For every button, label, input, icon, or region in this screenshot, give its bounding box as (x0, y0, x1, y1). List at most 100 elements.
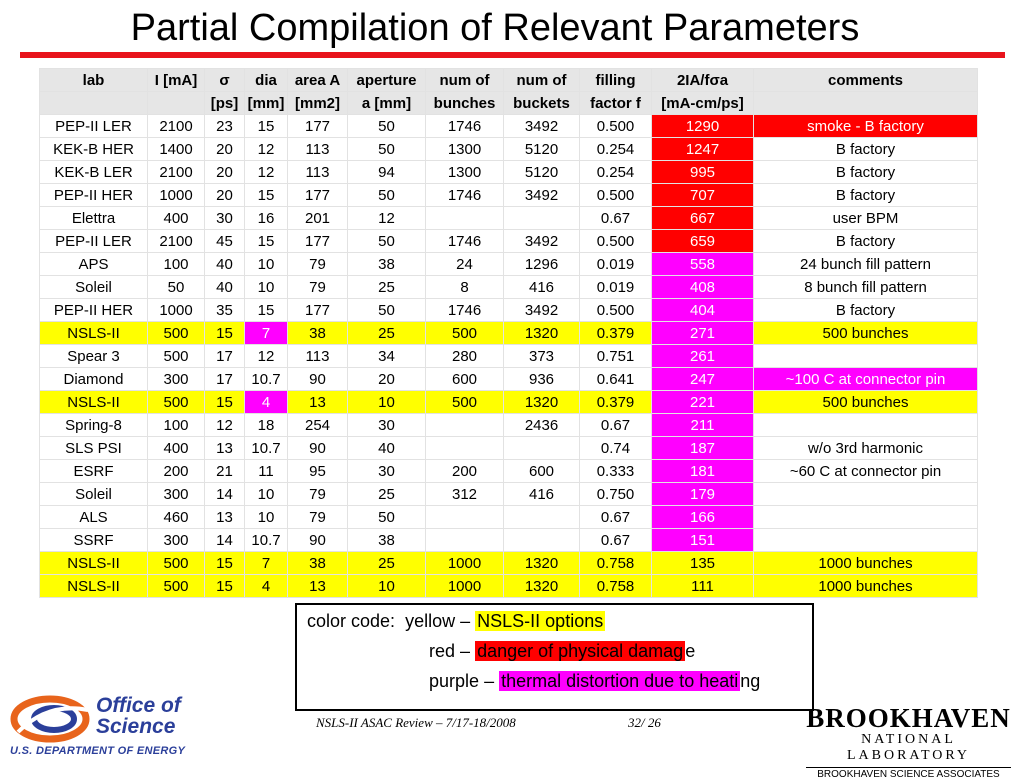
table-cell: 10 (244, 505, 288, 529)
table-cell: 1000 (425, 551, 504, 575)
table-row: NSLS-II 500 15 4 13 10 1000 1320 0.758 111 1000 bu… (39, 574, 978, 598)
table-cell: 600 (503, 459, 580, 483)
table-cell: B factory (753, 137, 978, 161)
table-cell: 1300 (425, 160, 504, 184)
table-row: NSLS-II 500 15 4 13 10 500 1320 0.379 221 500 bunc… (39, 390, 978, 414)
table-cell: 201 (287, 206, 348, 230)
table-cell: 90 (287, 528, 348, 552)
table-cell: 24 bunch fill pattern (753, 252, 978, 276)
table-cell: ESRF (39, 459, 148, 483)
table-cell: 10 (347, 390, 426, 414)
table-cell: 50 (147, 275, 205, 299)
legend-line-purple: purple – thermal distortion due to heati… (429, 666, 760, 696)
table-cell: 10 (244, 275, 288, 299)
table-cell: 12 (347, 206, 426, 230)
table-row: Spring-8 100 12 18 254 30 2436 0.67 211 (39, 413, 978, 437)
table-cell: 500 (147, 551, 205, 575)
table-cell (503, 436, 580, 460)
header-row-2: [ps] [mm] [mm2] a [mm] bunches buckets factor … (39, 91, 978, 115)
table-row: KEK-B LER 2100 20 12 113 94 1300 5120 0.254 995 B … (39, 160, 978, 184)
header-unit-cell: [mm] (244, 91, 288, 115)
table-cell: 40 (204, 275, 245, 299)
table-cell: 0.500 (579, 298, 652, 322)
table-cell: 18 (244, 413, 288, 437)
table-cell: SSRF (39, 528, 148, 552)
legend-key-red: red (429, 641, 456, 661)
title-rule (20, 52, 1005, 58)
table-cell: 95 (287, 459, 348, 483)
table-cell: 1746 (425, 114, 504, 138)
table-cell: 3492 (503, 298, 580, 322)
table-cell: 500 (425, 321, 504, 345)
table-cell: 177 (287, 298, 348, 322)
header-unit-cell (147, 91, 205, 115)
table-cell: 0.379 (579, 321, 652, 345)
table-cell: SLS PSI (39, 436, 148, 460)
doe-subtitle: U.S. DEPARTMENT OF ENERGY (10, 745, 186, 757)
table-cell: 15 (204, 574, 245, 598)
table-cell: Soleil (39, 275, 148, 299)
color-code-legend: color code: yellow – NSLS-II options red… (295, 603, 814, 711)
table-cell: 300 (147, 482, 205, 506)
header-cell: comments (753, 68, 978, 92)
table-cell: 400 (147, 206, 205, 230)
table-cell: B factory (753, 183, 978, 207)
table-cell: 254 (287, 413, 348, 437)
table-cell: 995 (651, 160, 754, 184)
table-cell: 15 (244, 114, 288, 138)
table-cell: 300 (147, 367, 205, 391)
table-cell: B factory (753, 160, 978, 184)
table-cell: 0.758 (579, 551, 652, 575)
table-cell: 10 (244, 482, 288, 506)
table-cell: 79 (287, 252, 348, 276)
table-cell: 10.7 (244, 436, 288, 460)
table-cell: 25 (347, 482, 426, 506)
table-cell: 500 (147, 344, 205, 368)
table-cell: 21 (204, 459, 245, 483)
legend-line-red: red – danger of physical damag e (429, 636, 695, 666)
header-unit-cell: [ps] (204, 91, 245, 115)
table-cell: 50 (347, 229, 426, 253)
table-cell: 12 (244, 160, 288, 184)
table-cell: 373 (503, 344, 580, 368)
table-cell (753, 505, 978, 529)
legend-text-yellow: NSLS-II options (475, 611, 606, 631)
brookhaven-logo: BROOKHAVEN NATIONAL LABORATORY BROOKHAVE… (806, 704, 1011, 781)
header-unit-cell: [mA-cm/ps] (651, 91, 754, 115)
table-cell: 3492 (503, 114, 580, 138)
doe-line1: Office of (96, 694, 181, 717)
table-cell: 13 (287, 574, 348, 598)
table-cell: 500 (147, 390, 205, 414)
table-cell: 179 (651, 482, 754, 506)
table-cell: 25 (347, 551, 426, 575)
table-cell: 500 (147, 574, 205, 598)
table-cell: NSLS-II (39, 574, 148, 598)
table-cell: 936 (503, 367, 580, 391)
table-cell: 5120 (503, 137, 580, 161)
table-cell: 20 (204, 137, 245, 161)
table-cell: 416 (503, 275, 580, 299)
table-row: Elettra 400 30 16 201 12 0.67 667 user BPM (39, 206, 978, 230)
table-cell: 15 (204, 390, 245, 414)
table-cell: 20 (204, 183, 245, 207)
table-cell: 79 (287, 482, 348, 506)
table-cell: 79 (287, 275, 348, 299)
table-cell: 50 (347, 183, 426, 207)
table-cell: 90 (287, 436, 348, 460)
table-cell: 1296 (503, 252, 580, 276)
table-row: NSLS-II 500 15 7 38 25 1000 1320 0.758 135 1000 bu… (39, 551, 978, 575)
bnl-lab: NATIONAL LABORATORY (846, 732, 971, 763)
table-cell (503, 528, 580, 552)
table-cell: 181 (651, 459, 754, 483)
table-cell: 34 (347, 344, 426, 368)
table-cell: 10.7 (244, 528, 288, 552)
table-cell: 707 (651, 183, 754, 207)
table-cell: 100 (147, 252, 205, 276)
table-cell (503, 206, 580, 230)
table-cell: 1320 (503, 390, 580, 414)
table-cell: 4 (244, 574, 288, 598)
table-cell: KEK-B HER (39, 137, 148, 161)
table-row: SLS PSI 400 13 10.7 90 40 0.74 187 w/o 3rd harmo… (39, 436, 978, 460)
header-unit-cell: buckets (503, 91, 580, 115)
